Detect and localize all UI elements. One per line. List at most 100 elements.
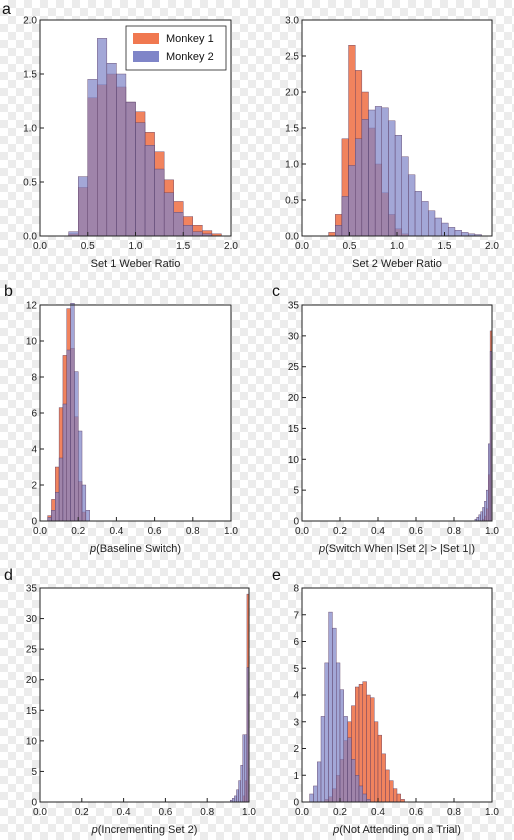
y-tick-label: 20 <box>288 393 300 404</box>
monkey1-bar <box>366 694 371 803</box>
x-axis-label: p(Incrementing Set 2) <box>91 824 198 836</box>
panel-letter: a <box>2 1 11 18</box>
monkey2-bar <box>309 793 314 803</box>
monkey2-bar <box>428 210 436 237</box>
x-tick-label: 1.0 <box>224 526 238 537</box>
monkey1-bar <box>362 681 367 803</box>
panel-letter: e <box>272 567 281 584</box>
y-tick-label: 25 <box>288 362 300 373</box>
y-tick-label: 0.5 <box>23 178 37 189</box>
x-tick-label: 0.0 <box>295 241 309 252</box>
monkey2-bar <box>368 109 376 237</box>
monkey2-bar <box>478 514 481 522</box>
x-tick-label: 0.6 <box>409 526 423 537</box>
y-tick-label: 10 <box>288 455 300 466</box>
y-tick-label: 1.0 <box>285 160 299 171</box>
monkey2-bar <box>244 734 248 803</box>
monkey2-bar <box>381 107 389 237</box>
monkey2-bar <box>488 443 491 522</box>
monkey2-bar <box>74 371 79 522</box>
monkey2-bar <box>173 212 184 237</box>
x-tick-label: 0.6 <box>158 807 172 818</box>
monkey2-bar <box>341 196 349 237</box>
y-tick-label: 6 <box>293 637 299 648</box>
monkey1-bar <box>328 232 336 237</box>
y-tick-label: 30 <box>26 614 38 625</box>
histogram-panel-4: 0 5 10 15 20 25 30 35 0.0 0.2 0.4 0.6 0.8 1.0 p(Switch… <box>272 283 499 555</box>
monkey2-bar <box>81 484 87 522</box>
monkey2-bar <box>317 761 322 803</box>
monkey2-bar <box>236 789 239 803</box>
monkey2-bar <box>240 765 243 803</box>
monkey1-bar <box>358 684 363 803</box>
monkey2-bar <box>486 489 489 522</box>
y-tick-label: 8 <box>31 373 37 384</box>
monkey1-bar <box>389 780 394 803</box>
monkey2-bar <box>77 176 88 237</box>
y-tick-label: 7 <box>293 610 299 621</box>
monkey2-bar <box>62 403 67 522</box>
x-tick-label: 1.0 <box>485 807 499 818</box>
monkey2-bar <box>70 303 75 522</box>
x-tick-label: 1.0 <box>390 241 404 252</box>
y-tick-label: 1.5 <box>285 124 299 135</box>
plot-frame <box>301 304 493 522</box>
y-tick-label: 35 <box>288 301 300 312</box>
x-tick-label: 0.0 <box>33 526 47 537</box>
legend: Monkey 1 Monkey 2 <box>125 25 227 71</box>
y-tick-label: 2.0 <box>23 16 37 27</box>
y-tick-label: 0.0 <box>285 232 299 243</box>
x-tick-label: 0.2 <box>333 807 347 818</box>
monkey1-bar <box>381 753 386 803</box>
monkey2-bar <box>454 230 462 237</box>
monkey2-bar <box>66 349 71 522</box>
monkey2-bar <box>421 201 429 237</box>
legend-swatch <box>133 33 159 44</box>
monkey2-bar <box>414 191 422 237</box>
y-tick-label: 5 <box>293 664 299 675</box>
x-tick-label: 0.8 <box>200 807 214 818</box>
x-tick-label: 1.0 <box>242 807 256 818</box>
y-tick-label: 1 <box>293 771 299 782</box>
plot-frame <box>39 587 250 803</box>
monkey2-bar <box>374 106 382 237</box>
y-tick-label: 15 <box>26 706 38 717</box>
y-tick-label: 0 <box>293 798 299 809</box>
monkey2-bar <box>408 174 416 237</box>
monkey2-bar <box>480 511 483 522</box>
y-tick-label: 4 <box>293 691 299 702</box>
monkey2-bar <box>320 716 325 803</box>
y-tick-label: 6 <box>31 409 37 420</box>
monkey2-bar <box>476 517 479 522</box>
y-tick-label: 3 <box>293 717 299 728</box>
y-tick-label: 15 <box>288 424 300 435</box>
monkey2-bar <box>335 224 343 237</box>
x-tick-label: 0.4 <box>109 526 123 537</box>
monkey2-bar <box>154 168 165 237</box>
y-tick-label: 0 <box>31 517 37 528</box>
legend-entry: Monkey 2 <box>166 51 214 63</box>
x-tick-label: 2.0 <box>224 241 238 252</box>
histogram-panel-5: 0 5 10 15 20 25 30 35 0.0 0.2 0.4 0.6 0.8 1.0 p(Increm… <box>4 567 256 836</box>
monkey2-bar <box>313 785 318 803</box>
monkey2-bar <box>388 120 396 237</box>
monkey2-bar <box>347 737 352 803</box>
x-tick-label: 0.8 <box>447 526 461 537</box>
y-tick-label: 8 <box>293 584 299 595</box>
monkey2-bar <box>324 662 329 803</box>
x-tick-label: 0.0 <box>33 807 47 818</box>
panel-letter: c <box>272 283 280 300</box>
panel-letter: b <box>4 283 13 300</box>
x-tick-label: 1.0 <box>129 241 143 252</box>
y-tick-label: 1.0 <box>23 124 37 135</box>
monkey2-bar <box>232 798 235 803</box>
monkey1-bar <box>396 793 401 803</box>
y-tick-label: 0.5 <box>285 196 299 207</box>
monkey2-bar <box>434 217 442 237</box>
monkey2-bar <box>85 510 90 522</box>
monkey2-bar <box>68 231 79 237</box>
y-tick-label: 0 <box>293 517 299 528</box>
histogram-panel-3: 0 2 4 6 8 10 12 0.0 0.2 0.4 0.6 0.8 1.0 p(Baseline Sw… <box>4 283 238 555</box>
x-axis-label: Set 2 Weber Ratio <box>352 258 442 270</box>
y-tick-label: 25 <box>26 645 38 656</box>
